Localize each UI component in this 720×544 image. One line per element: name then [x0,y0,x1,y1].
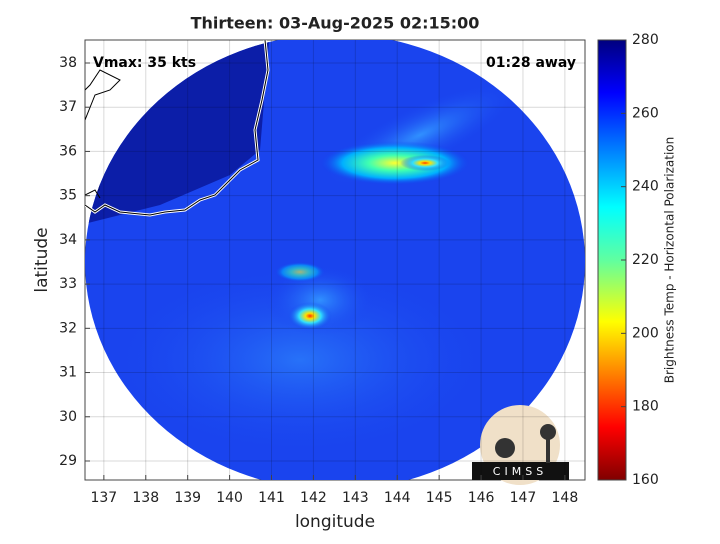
y-tick-label: 30 [59,409,77,425]
y-tick-label: 38 [59,55,77,71]
x-tick-label: 148 [552,490,579,506]
x-tick-label: 144 [384,490,411,506]
logo: CIMSS [472,405,569,485]
colorbar-tick-label: 240 [632,179,659,195]
y-tick-label: 35 [59,188,77,204]
annotation: Vmax: 35 kts [93,55,196,71]
colorbar-tick-label: 280 [632,32,659,48]
y-tick-label: 36 [59,143,77,159]
x-tick-label: 141 [258,490,285,506]
y-tick-label: 37 [59,99,77,115]
colorbar-tick-label: 180 [632,399,659,415]
x-tick-label: 137 [90,490,117,506]
x-tick-label: 145 [426,490,453,506]
logo-text: CIMSS [493,465,547,478]
colorbar-label: Brightness Temp - Horizontal Polarizatio… [663,137,677,384]
imagery [85,40,585,480]
x-tick-label: 138 [132,490,159,506]
x-tick-label: 140 [216,490,243,506]
colorbar-tick-label: 220 [632,252,659,268]
y-tick-label: 29 [59,453,77,469]
x-axis-label: longitude [295,512,375,532]
colorbar-tick-label: 160 [632,472,659,488]
y-axis-label: latitude [32,227,52,292]
x-tick-label: 143 [342,490,369,506]
annotation: 01:28 away [486,55,576,71]
y-tick-label: 34 [59,232,77,248]
colorbar-tick-label: 200 [632,325,659,341]
x-tick-label: 146 [468,490,495,506]
colorbar-tick-label: 260 [632,105,659,121]
y-tick-label: 33 [59,276,77,292]
y-tick-label: 32 [59,320,77,336]
chart-title: Thirteen: 03-Aug-2025 02:15:00 [191,14,480,33]
x-tick-label: 139 [174,490,201,506]
x-tick-label: 147 [510,490,537,506]
x-tick-label: 142 [300,490,327,506]
y-tick-label: 31 [59,365,77,381]
